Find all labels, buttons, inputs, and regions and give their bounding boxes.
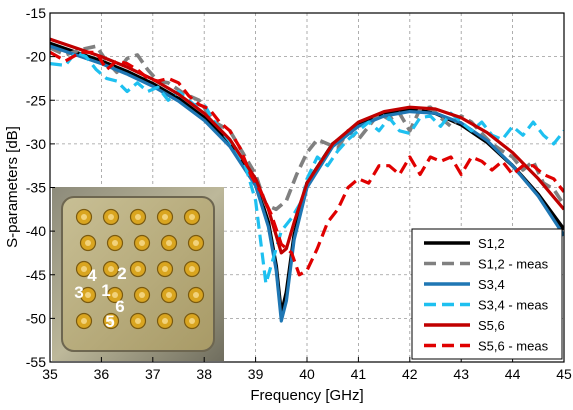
x-tick-label: 42 — [402, 366, 418, 382]
connector-pin-center — [85, 292, 91, 298]
connector-pin-center — [81, 318, 87, 324]
y-axis-title: S-parameters [dB] — [4, 126, 21, 248]
inset-photo: 12 34 56 — [52, 187, 224, 361]
legend-entry: S1,2 — [478, 236, 505, 251]
connector-pin-center — [189, 214, 195, 220]
series-line-s1-2-meas — [50, 44, 564, 212]
connector-pin-center — [135, 266, 141, 272]
connector-pin-center — [81, 214, 87, 220]
x-tick-label: 36 — [94, 366, 110, 382]
legend-entry: S3,4 - meas — [478, 298, 549, 313]
series-group — [50, 37, 564, 323]
series-line-s3-4-meas — [50, 50, 564, 286]
connector-pin-center — [189, 266, 195, 272]
x-tick-label: 45 — [556, 366, 572, 382]
series-line-s5-6 — [50, 37, 564, 255]
inset-port-label: 4 — [87, 266, 97, 285]
series-line-s5-6-meas — [50, 50, 564, 277]
inset-port-label: 5 — [105, 312, 114, 331]
connector-pin-center — [108, 318, 114, 324]
x-tick-label: 41 — [351, 366, 367, 382]
legend-entry: S5,6 — [478, 318, 505, 333]
x-axis-title: Frequency [GHz] — [250, 387, 363, 404]
legend-entry: S1,2 - meas — [478, 257, 549, 272]
y-tick-label: -20 — [26, 49, 46, 65]
y-tick-label: -45 — [26, 267, 46, 283]
connector-pin-center — [108, 214, 114, 220]
inset-port-label: 1 — [101, 281, 110, 300]
x-tick-label: 39 — [248, 366, 264, 382]
x-tick-label: 35 — [42, 366, 58, 382]
y-tick-label: -55 — [26, 354, 46, 370]
legend-entry: S5,6 - meas — [478, 339, 549, 354]
connector-pin-center — [139, 240, 145, 246]
x-tick-label: 44 — [505, 366, 521, 382]
x-tick-label: 40 — [299, 366, 315, 382]
connector-pin-center — [189, 318, 195, 324]
connector-pin-center — [193, 292, 199, 298]
y-tick-label: -50 — [26, 310, 46, 326]
inset-port-label: 6 — [115, 297, 124, 316]
inset-port-label: 2 — [117, 264, 126, 283]
connector-pin-center — [162, 214, 168, 220]
y-tick-label: -15 — [26, 5, 46, 21]
connector-pin-center — [166, 240, 172, 246]
x-tick-label: 37 — [145, 366, 161, 382]
legend-box — [411, 228, 563, 360]
connector-pin-center — [85, 240, 91, 246]
x-tick-label: 38 — [196, 366, 212, 382]
y-tick-label: -35 — [26, 180, 46, 196]
series-line-s3-4 — [50, 44, 564, 323]
tick-labels: 35 36 37 38 39 40 41 42 43 44 45-15-20-25-30-35-40… — [26, 5, 572, 382]
connector-pin-center — [135, 318, 141, 324]
connector-pin-center — [112, 292, 118, 298]
connector-pin-center — [166, 292, 172, 298]
y-tick-label: -25 — [26, 92, 46, 108]
connector-pin-center — [81, 266, 87, 272]
connector-pin-center — [108, 266, 114, 272]
y-tick-label: -40 — [26, 223, 46, 239]
legend: S1,2 S1,2 - meas S3,4 S3,4 - meas S5,6 S5,6 -… — [411, 228, 563, 360]
x-tick-label: 43 — [453, 366, 469, 382]
legend-entry: S3,4 — [478, 277, 505, 292]
connector-pin-center — [162, 318, 168, 324]
connector-pin-center — [112, 240, 118, 246]
connector-pin-center — [135, 214, 141, 220]
connector-pin-center — [162, 266, 168, 272]
y-tick-label: -30 — [26, 136, 46, 152]
connector-pin-center — [193, 240, 199, 246]
inset-port-label: 3 — [74, 283, 83, 302]
connector-pin-center — [139, 292, 145, 298]
